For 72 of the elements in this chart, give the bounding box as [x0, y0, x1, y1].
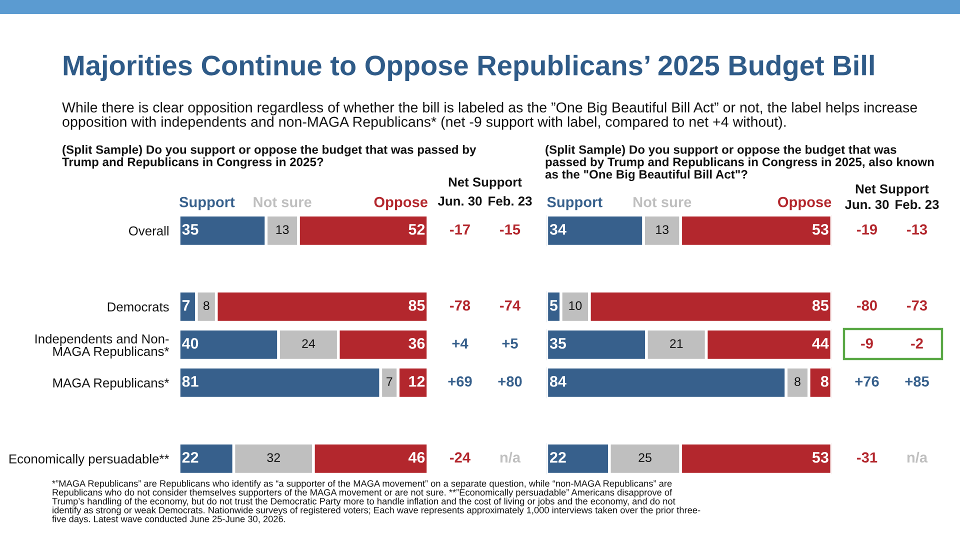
text: Net Support [448, 178, 522, 190]
data-label: 22 [182, 452, 198, 463]
data-label: 34 [550, 224, 566, 235]
data-label: 10 [569, 301, 582, 310]
text: Feb. 23 [488, 196, 532, 206]
y-tick-label: Democrats [108, 302, 169, 312]
data-label: 21 [670, 339, 683, 348]
series-label: Not sure [634, 197, 692, 208]
text: -9 [861, 338, 873, 349]
text: +76 [855, 376, 879, 387]
text: n/a [500, 452, 521, 463]
text: +85 [905, 376, 929, 387]
text: -19 [857, 224, 877, 235]
text: +80 [498, 376, 522, 387]
data-label: 7 [386, 377, 392, 386]
y-tick-label: Independents and Non- MAGA Republicans* [35, 334, 170, 359]
data-label: 5 [550, 300, 558, 311]
text: Jun. 30 [438, 196, 482, 206]
data-label: 35 [182, 224, 198, 235]
data-label: 25 [638, 453, 652, 462]
series-label: Oppose [374, 196, 428, 210]
text: While there is clear opposition regardless of whether the bill is labeled as the ”One Big Beautiful Bill Act” or not, the label helps increase opposition with independents and non-MAGA Republicans* (net -9 support with label, compared to net +4 without). [62, 102, 917, 130]
data-label: 40 [182, 338, 198, 349]
data-label: 44 [812, 338, 829, 349]
series-label: Not sure [254, 197, 312, 208]
text: -31 [857, 452, 878, 463]
y-tick-label: Overall [128, 226, 168, 236]
text: +69 [448, 376, 472, 387]
text: -24 [450, 452, 470, 462]
data-label: 22 [550, 452, 566, 463]
text: -2 [911, 338, 923, 348]
chart-title: (Split Sample) Do you support or oppose the budget that was passed by Trump and Republicans in Congress in 2025, also known as the "One Big Beautiful Bill Act"? [545, 145, 934, 182]
chart-title: (Split Sample) Do you support or oppose the budget that was passed by Trump and Republicans in Congress in 2025? [62, 145, 476, 169]
text: -17 [450, 224, 470, 234]
text: n/a [907, 452, 928, 463]
data-label: 52 [408, 224, 425, 235]
text: -78 [450, 300, 470, 311]
text: +5 [502, 338, 518, 349]
text: -73 [907, 300, 928, 311]
data-label: 84 [550, 376, 566, 387]
data-label: 53 [812, 452, 828, 463]
text: -80 [857, 300, 877, 311]
data-label: 24 [302, 339, 316, 348]
data-label: 35 [550, 338, 566, 349]
series-label: Support [179, 196, 235, 210]
y-tick-label: MAGA Republicans* [53, 378, 170, 390]
series-label: Support [547, 196, 602, 210]
text: -15 [500, 224, 520, 235]
data-label: 13 [656, 225, 669, 234]
data-label: 36 [408, 338, 425, 349]
y-tick-label: Economically persuadable** [10, 454, 170, 466]
data-label: 7 [182, 300, 190, 311]
data-label: 13 [276, 225, 289, 234]
text: -74 [500, 300, 520, 310]
data-label: 8 [794, 377, 800, 386]
data-label: 8 [203, 301, 210, 310]
data-label: 85 [408, 300, 425, 311]
text: Net Support [856, 184, 929, 196]
series-label: Oppose [778, 196, 832, 210]
text: Feb. 23 [896, 200, 939, 210]
data-label: 85 [812, 300, 828, 311]
data-label: 12 [409, 376, 425, 387]
data-label: 32 [267, 453, 280, 462]
data-label: 81 [182, 376, 198, 387]
text: Majorities Continue to Oppose Republicans’ 2025 Budget Bill [64, 54, 874, 82]
text: -13 [907, 224, 928, 235]
data-label: 46 [408, 452, 425, 463]
text: *”MAGA Republicans” are Republicans who identify as “a supporter of the MAGA movement” on a separate question, while “non-MAGA Republicans” are Republicans who do not consider themselves supporters of the MAGA movement or are not sure. **”Economically persuadable” Americans disapprove of Trump’s handling of the economy, but do not trust the Democratic Party more to handle inflation and the cost of living or jobs and the economy, and do not identify as strong or weak Democrats. Nationwide surveys of registered voters; Each wave represents approximately 1,000 interviews taken over the prior three- five days. Latest wave conducted June 25-June 30, 2026. [52, 480, 700, 524]
data-label: 53 [812, 224, 828, 235]
data-label: 8 [820, 376, 828, 387]
text: Jun. 30 [844, 200, 889, 210]
text: +4 [452, 338, 468, 348]
